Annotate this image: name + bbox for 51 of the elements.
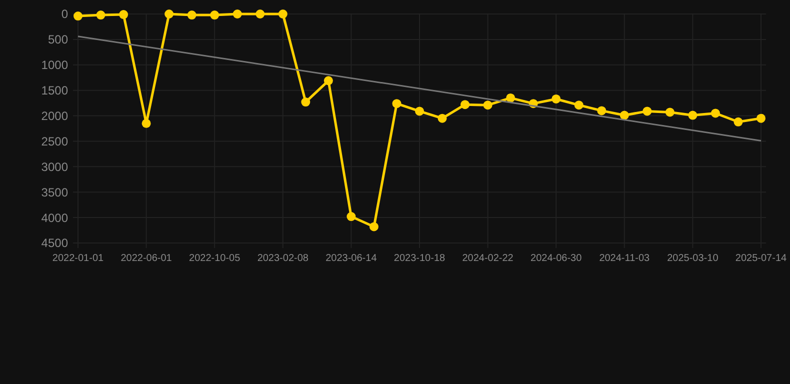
point [369,222,378,232]
point [506,93,516,102]
point [642,106,652,116]
point [142,118,151,128]
point [164,10,174,18]
point [460,100,470,110]
point [552,94,561,104]
point [438,114,447,123]
y-tick-label: 3500 [41,185,68,200]
y-tick-label: 0 [61,7,68,22]
point [483,100,492,110]
x-tick-label: 2025-03-10 [667,253,719,264]
point [346,212,356,222]
y-tick-label: 1500 [41,84,68,98]
point [324,76,333,86]
point [597,106,606,116]
point [415,106,424,116]
x-tick-label: 2024-06-30 [530,253,582,264]
point [278,10,288,18]
point [119,10,128,20]
point [187,10,196,20]
point [96,10,106,20]
point [74,12,82,21]
y-tick-label: 500 [48,32,68,47]
y-tick-label: 2500 [41,134,68,148]
x-tick-label: 2024-02-22 [462,253,514,264]
x-tick-label: 2024-11-03 [599,253,650,264]
point [392,99,402,108]
y-tick-label: 4500 [41,236,68,250]
x-tick-label: 2022-10-05 [189,253,241,264]
x-tick-label: 2023-10-18 [394,253,446,264]
y-tick-label: 3000 [41,160,68,174]
x-tick-label: 2022-01-01 [52,253,104,264]
x-tick-label: 2023-06-14 [326,253,378,264]
x-tick-label: 2023-02-08 [257,253,309,264]
point [210,10,220,20]
x-tick-label: 2022-06-01 [120,253,172,264]
point [301,98,310,107]
point [688,110,698,120]
y-tick-label: 4000 [41,210,68,225]
x-tick-label: 2025-07-14 [735,253,788,264]
point [756,114,766,123]
y-tick-label: 2000 [41,108,68,123]
point [232,10,242,18]
y-tick-label: 1000 [41,58,68,72]
point [710,108,720,118]
point [256,10,265,18]
point [574,100,584,110]
point [620,110,629,120]
point [665,108,674,117]
point [734,117,743,126]
